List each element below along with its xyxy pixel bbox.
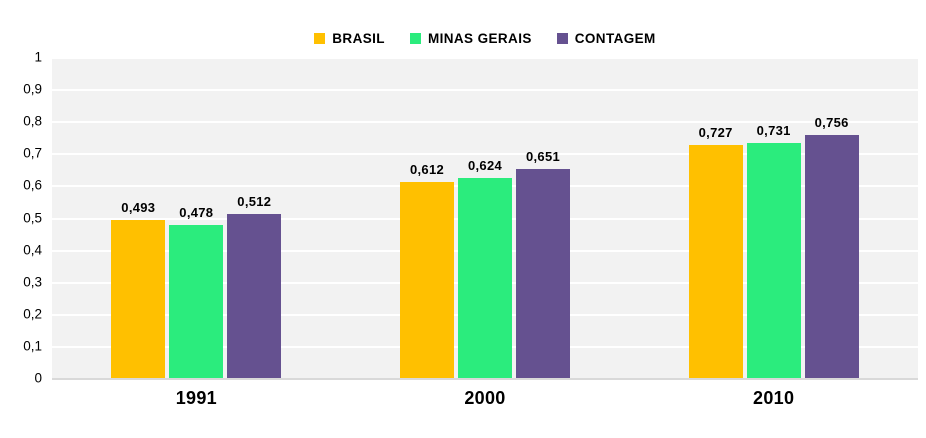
bar-groups: 0,493 0,478 0,512 0,612 0,624 0,651 0,727 0,731…	[52, 57, 918, 378]
bar: 0,624	[458, 158, 512, 378]
bar-value-label: 0,727	[698, 124, 733, 140]
bar: 0,727	[688, 125, 743, 378]
y-tick-label: 0	[34, 370, 42, 386]
y-tick-label: 0,1	[23, 338, 42, 354]
legend-swatch-brasil-icon	[314, 33, 326, 44]
x-axis-cell: 2010	[629, 388, 918, 409]
bar: 0,756	[804, 115, 859, 378]
y-tick-label: 0,6	[23, 177, 42, 193]
bar: 0,512	[227, 194, 282, 378]
y-tick-label: 0,2	[23, 306, 42, 322]
x-tick-label: 2010	[753, 388, 795, 408]
y-tick-label: 0,7	[23, 145, 42, 161]
grid-line	[52, 121, 918, 124]
y-tick-label: 0,3	[23, 274, 42, 290]
y-tick-label: 1	[34, 49, 42, 65]
legend: BRASIL MINAS GERAIS CONTAGEM	[52, 31, 918, 46]
bar: 0,493	[111, 200, 166, 378]
plot-area: 0,493 0,478 0,512 0,612 0,624 0,651 0,727 0,731…	[52, 57, 918, 380]
y-tick-label: 0,4	[23, 242, 42, 258]
x-axis: 1991 2000 2010	[52, 388, 918, 409]
bar: 0,731	[746, 123, 801, 378]
legend-label-brasil: BRASIL	[332, 31, 385, 46]
bar: 0,478	[169, 205, 224, 378]
legend-label-minas-gerais: MINAS GERAIS	[427, 31, 532, 46]
grid-line	[52, 57, 918, 59]
bar-value-label: 0,478	[179, 204, 214, 220]
y-tick-label: 0,9	[23, 81, 42, 97]
legend-swatch-minas-gerais-icon	[409, 33, 421, 44]
legend-item-minas-gerais: MINAS GERAIS	[409, 31, 532, 46]
legend-item-brasil: BRASIL	[314, 31, 385, 46]
bar-group-1991: 0,493 0,478 0,512	[52, 57, 341, 378]
legend-swatch-contagem-icon	[556, 33, 568, 44]
legend-label-contagem: CONTAGEM	[574, 31, 656, 46]
grid-line	[52, 153, 918, 156]
x-tick-label: 1991	[175, 388, 217, 408]
y-tick-label: 0,5	[23, 210, 42, 225]
x-tick-label: 2000	[464, 388, 506, 408]
x-axis-cell: 2000	[341, 388, 630, 409]
bar-value-label: 0,651	[525, 149, 561, 165]
legend-item-contagem: CONTAGEM	[556, 31, 656, 46]
bar-value-label: 0,512	[237, 193, 272, 209]
y-tick-label: 0,8	[23, 113, 42, 129]
bar-value-label: 0,731	[756, 123, 791, 139]
bar-value-label: 0,756	[814, 115, 849, 131]
grid-line	[52, 89, 918, 92]
bar-value-label: 0,493	[121, 199, 156, 215]
bar-value-label: 0,612	[409, 161, 445, 177]
bar-group-2010: 0,727 0,731 0,756	[629, 57, 918, 378]
bar: 0,612	[400, 162, 454, 378]
x-axis-cell: 1991	[52, 388, 341, 409]
bar-group-2000: 0,612 0,624 0,651	[341, 57, 630, 378]
bar-value-label: 0,624	[467, 157, 503, 173]
bar: 0,651	[516, 149, 570, 378]
y-axis: 1 0,9 0,8 0,7 0,6 0,5 0,4 0,3 0,2 0,1 0	[0, 50, 42, 386]
